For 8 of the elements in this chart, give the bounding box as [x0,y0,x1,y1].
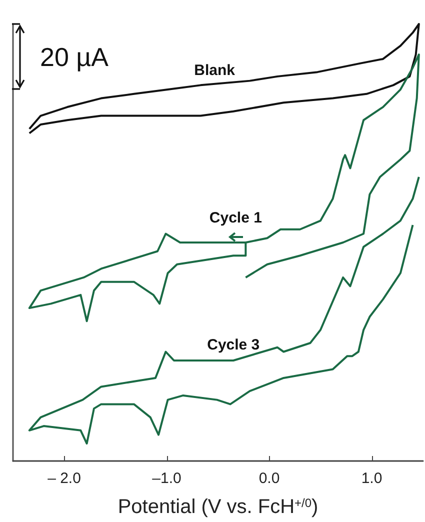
series-label: Blank [194,62,236,80]
x-tick-label: – 2.0 [48,470,81,487]
x-tick-label: 1.0 [361,470,382,487]
x-tick-label: 0.0 [258,470,280,487]
annotation: 20 µA [40,42,110,72]
x-tick-label: –1.0 [152,470,182,487]
series-label: Cycle 1 [209,210,262,226]
series-label: Cycle 3 [207,336,260,354]
